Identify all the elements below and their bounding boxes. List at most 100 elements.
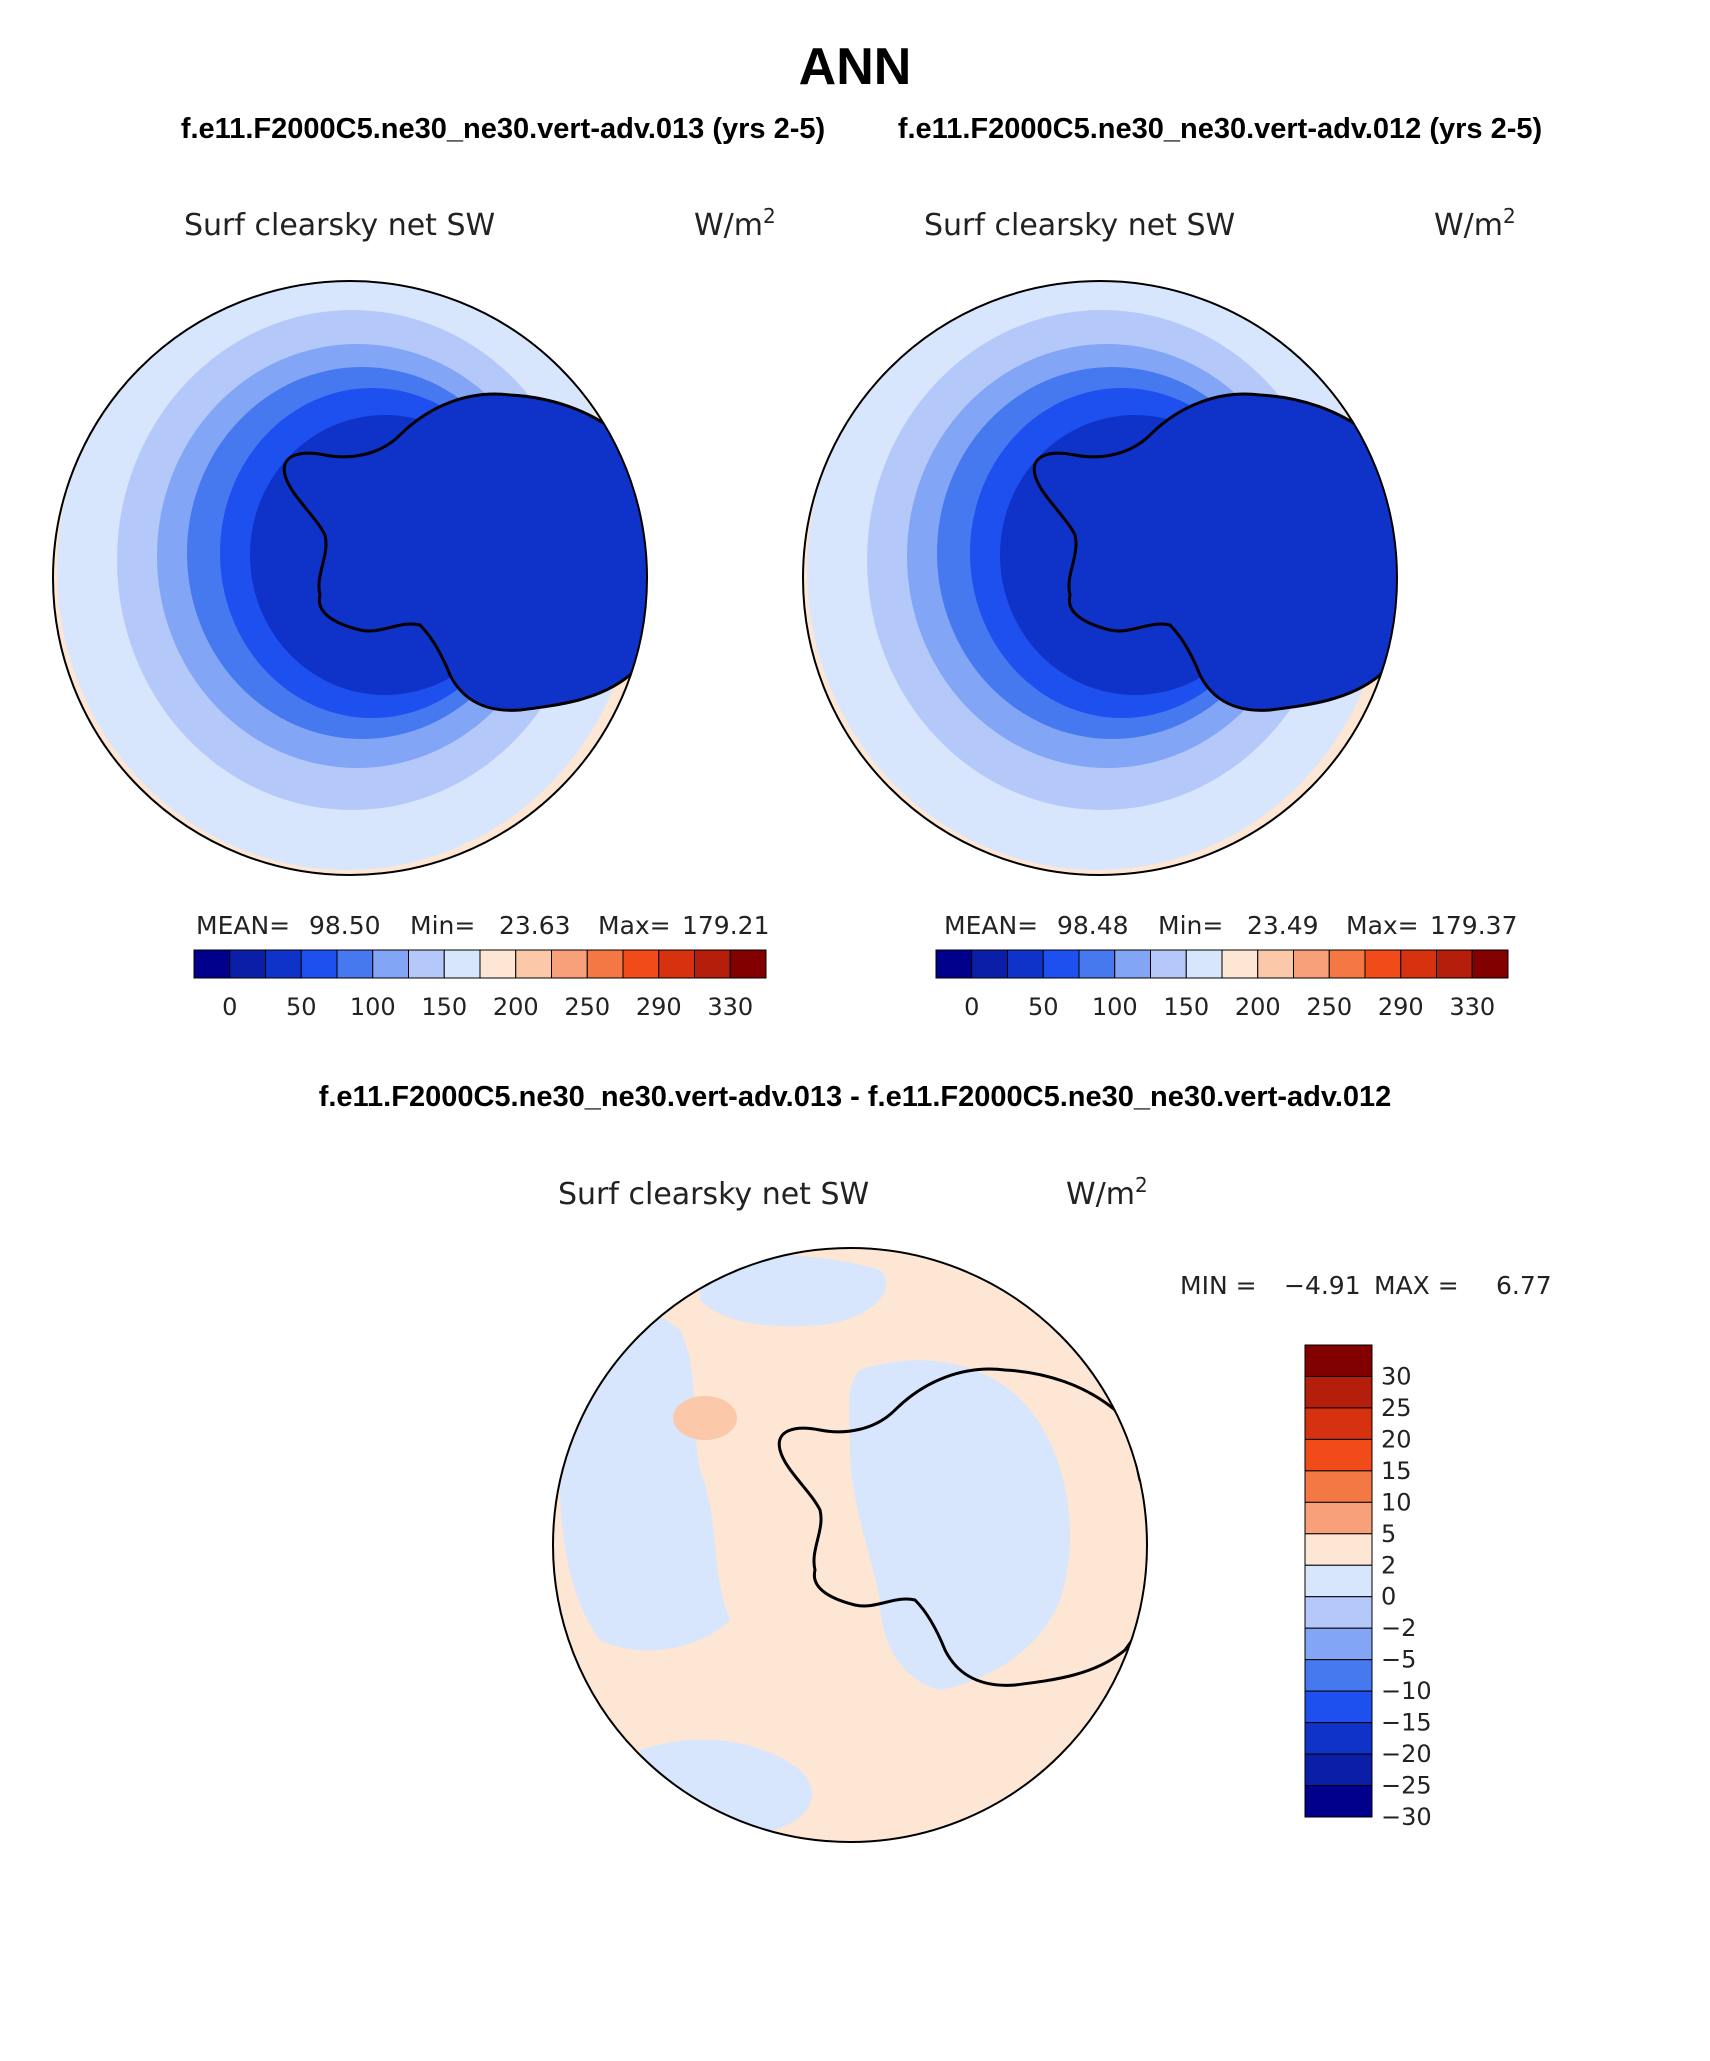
colorbar-left — [193, 949, 767, 979]
colorbar-diff — [1304, 1344, 1373, 1818]
colorbar-right-swatch — [1400, 949, 1437, 979]
panel-left-units-base: W/m — [694, 208, 763, 243]
colorbar-diff-tick-label: −20 — [1381, 1740, 1432, 1768]
colorbar-diff-tick-label: −10 — [1381, 1677, 1432, 1705]
colorbar-diff-tick-label: −25 — [1381, 1772, 1432, 1800]
colorbar-diff-tick-label: 30 — [1381, 1362, 1412, 1390]
panel-diff-max: 6.77 — [1496, 1271, 1552, 1300]
map-left-field — [53, 281, 647, 875]
colorbar-right-tick-label: 50 — [1028, 993, 1059, 1021]
colorbar-right-swatch — [1078, 949, 1116, 979]
map-diff-negative-patch-north — [700, 1254, 887, 1327]
colorbar-right-swatch — [1436, 949, 1473, 979]
panel-left-min: 23.63 — [499, 911, 571, 940]
colorbar-right-tick-label: 150 — [1163, 993, 1209, 1021]
panel-right-units: W/m2 — [1434, 204, 1516, 243]
colorbar-left-swatch — [479, 949, 517, 979]
colorbar-diff-tick-label: 2 — [1381, 1551, 1396, 1579]
colorbar-right-swatch — [1042, 949, 1080, 979]
case-title-right: f.e11.F2000C5.ne30_ne30.vert-adv.012 (yr… — [898, 113, 1542, 145]
colorbar-diff-swatch — [1304, 1344, 1373, 1377]
colorbar-right-tick-label: 0 — [964, 993, 979, 1021]
colorbar-diff-swatch — [1304, 1785, 1373, 1818]
colorbar-diff-tick-label: 10 — [1381, 1488, 1412, 1516]
colorbar-diff-tick-label: −2 — [1381, 1614, 1416, 1642]
colorbar-right-tick-label: 200 — [1235, 993, 1281, 1021]
colorbar-left-swatch — [408, 949, 445, 979]
colorbar-left-swatch — [658, 949, 695, 979]
map-diff-positive-blob — [673, 1396, 737, 1440]
panel-diff-units-base: W/m — [1066, 1177, 1135, 1212]
diff-title: f.e11.F2000C5.ne30_ne30.vert-adv.013 - f… — [319, 1081, 1392, 1113]
colorbar-left-swatch — [193, 949, 231, 979]
colorbar-right-swatch — [1471, 949, 1509, 979]
colorbar-diff-swatch — [1304, 1753, 1373, 1787]
colorbar-diff-swatch — [1304, 1627, 1373, 1661]
map-diff-negative-patch-east — [849, 1360, 1070, 1690]
colorbar-right-swatch — [1293, 949, 1330, 979]
colorbar-left-swatch — [515, 949, 552, 979]
panel-right-units-base: W/m — [1434, 208, 1503, 243]
colorbar-left-tick-label: 250 — [564, 993, 610, 1021]
map-panel-left: Surf clearsky net SW W/m2 MEAN= 98.50 Mi… — [52, 204, 776, 1021]
colorbar-left-swatch — [694, 949, 731, 979]
map-right-outline — [802, 280, 1398, 876]
colorbar-left-tick-label: 150 — [421, 993, 467, 1021]
colorbar-diff-tick-label: −5 — [1381, 1646, 1416, 1674]
colorbar-right-swatch — [1007, 949, 1044, 979]
colorbar-left-swatch — [300, 949, 338, 979]
colorbar-left-swatch — [336, 949, 374, 979]
colorbar-diff-swatch — [1304, 1722, 1373, 1755]
panel-left-mean-label: MEAN= — [196, 911, 290, 940]
panel-right-min-label: Min= — [1158, 911, 1223, 940]
colorbar-left-swatch — [729, 949, 767, 979]
colorbar-right-swatch — [1328, 949, 1366, 979]
colorbar-diff-swatch — [1304, 1501, 1373, 1535]
panel-diff-min-label: MIN = — [1180, 1271, 1257, 1300]
panel-left-units-exp: 2 — [763, 204, 776, 228]
colorbar-left-tick-label: 290 — [636, 993, 682, 1021]
colorbar-diff-tick-label: 0 — [1381, 1583, 1396, 1611]
panel-diff-min: −4.91 — [1284, 1271, 1361, 1300]
panel-left-stats: MEAN= 98.50 Min= 23.63 Max= 179.21 — [196, 911, 769, 940]
panel-left-mean: 98.50 — [309, 911, 381, 940]
panel-right-min: 23.49 — [1247, 911, 1319, 940]
colorbar-diff-tick-label: −15 — [1381, 1709, 1432, 1737]
colorbar-diff-swatch — [1304, 1470, 1373, 1503]
case-title-left: f.e11.F2000C5.ne30_ne30.vert-adv.013 (yr… — [181, 113, 825, 145]
panel-right-variable: Surf clearsky net SW — [924, 208, 1235, 243]
colorbar-diff-swatch — [1304, 1375, 1373, 1409]
colorbar-right-swatch — [971, 949, 1008, 979]
colorbar-right-labels: 0 50 100 150 200 250 290 330 — [964, 993, 1495, 1021]
colorbar-diff-tick-label: 15 — [1381, 1457, 1412, 1485]
map-diff-outline — [552, 1247, 1148, 1843]
panel-diff-units-exp: 2 — [1135, 1173, 1148, 1197]
map-panel-right: Surf clearsky net SW W/m2 MEAN= 98.48 Mi… — [802, 204, 1517, 1021]
colorbar-diff-swatch — [1304, 1596, 1373, 1629]
colorbar-left-swatch — [622, 949, 660, 979]
colorbar-left-swatch — [443, 949, 481, 979]
panel-right-units-exp: 2 — [1503, 204, 1516, 228]
colorbar-left-swatch — [586, 949, 624, 979]
colorbar-diff-tick-label: −30 — [1381, 1803, 1432, 1831]
colorbar-right-swatch — [1185, 949, 1223, 979]
colorbar-diff-swatch — [1304, 1407, 1373, 1440]
colorbar-right-tick-label: 290 — [1378, 993, 1424, 1021]
colorbar-diff-swatch — [1304, 1659, 1373, 1692]
colorbar-left-labels: 0 50 100 150 200 250 290 330 — [222, 993, 753, 1021]
panel-right-max: 179.37 — [1430, 911, 1517, 940]
colorbar-right-tick-label: 100 — [1092, 993, 1138, 1021]
colorbar-right-tick-label: 330 — [1449, 993, 1495, 1021]
colorbar-right-swatch — [1257, 949, 1294, 979]
colorbar-left-swatch — [372, 949, 409, 979]
colorbar-diff-swatch — [1304, 1690, 1373, 1724]
panel-right-stats: MEAN= 98.48 Min= 23.49 Max= 179.37 — [944, 911, 1517, 940]
colorbar-left-tick-label: 200 — [493, 993, 539, 1021]
panel-right-mean-label: MEAN= — [944, 911, 1038, 940]
colorbar-diff-tick-label: 5 — [1381, 1520, 1396, 1548]
map-left-outline — [52, 280, 648, 876]
map-panel-diff: Surf clearsky net SW W/m2 MIN = −4.91 MA… — [552, 1173, 1552, 1843]
colorbar-left-tick-label: 330 — [707, 993, 753, 1021]
